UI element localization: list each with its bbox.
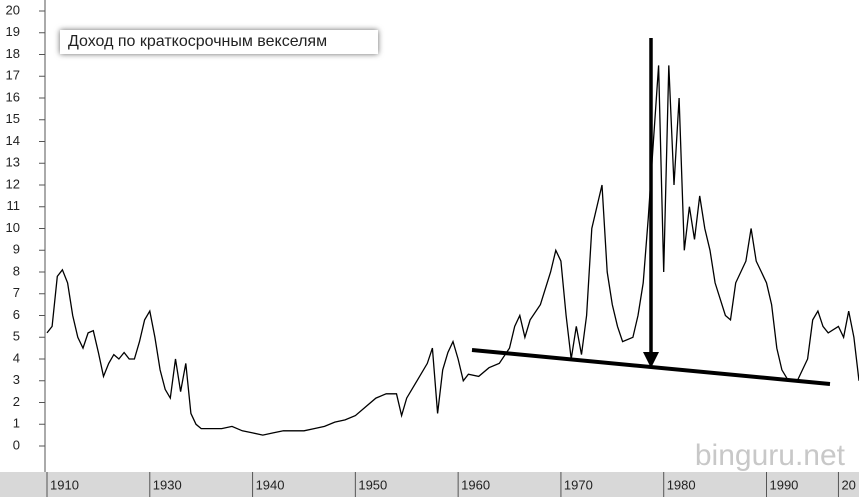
y-tick-label: 0: [13, 437, 20, 452]
y-tick-label: 16: [6, 89, 20, 104]
y-tick-label: 15: [6, 111, 20, 126]
y-tick-label: 5: [13, 329, 20, 344]
x-tick-label: 1910: [50, 477, 79, 492]
x-tick-label: 1980: [667, 477, 696, 492]
y-tick-label: 17: [6, 68, 20, 83]
arrow-head: [643, 352, 659, 368]
x-axis-band: [0, 472, 859, 497]
y-tick-label: 19: [6, 24, 20, 39]
y-tick-label: 4: [13, 350, 20, 365]
y-tick-label: 6: [13, 307, 20, 322]
y-tick-label: 18: [6, 46, 20, 61]
y-tick-label: 3: [13, 372, 20, 387]
x-tick-label: 1930: [153, 477, 182, 492]
y-tick-label: 2: [13, 394, 20, 409]
watermark: binguru.net: [695, 439, 846, 472]
line-series: [46, 65, 859, 436]
x-tick-label: 20: [841, 477, 855, 492]
y-tick-label: 14: [6, 133, 20, 148]
chart-title: Доход по краткосрочным векселям: [68, 33, 327, 50]
y-tick-label: 11: [7, 198, 21, 213]
y-tick-label: 12: [6, 176, 20, 191]
x-tick-label: 1960: [461, 477, 490, 492]
y-tick-label: 10: [6, 220, 20, 235]
x-tick-label: 1990: [769, 477, 798, 492]
y-tick-label: 8: [13, 263, 20, 278]
title-box: [60, 30, 378, 54]
x-tick-label: 1940: [256, 477, 285, 492]
y-tick-label: 1: [13, 416, 20, 431]
y-tick-label: 20: [6, 2, 20, 17]
x-tick-label: 1970: [564, 477, 593, 492]
y-tick-label: 9: [13, 242, 20, 257]
x-tick-label: 1950: [358, 477, 387, 492]
y-tick-label: 7: [13, 285, 20, 300]
y-tick-label: 13: [6, 155, 20, 170]
